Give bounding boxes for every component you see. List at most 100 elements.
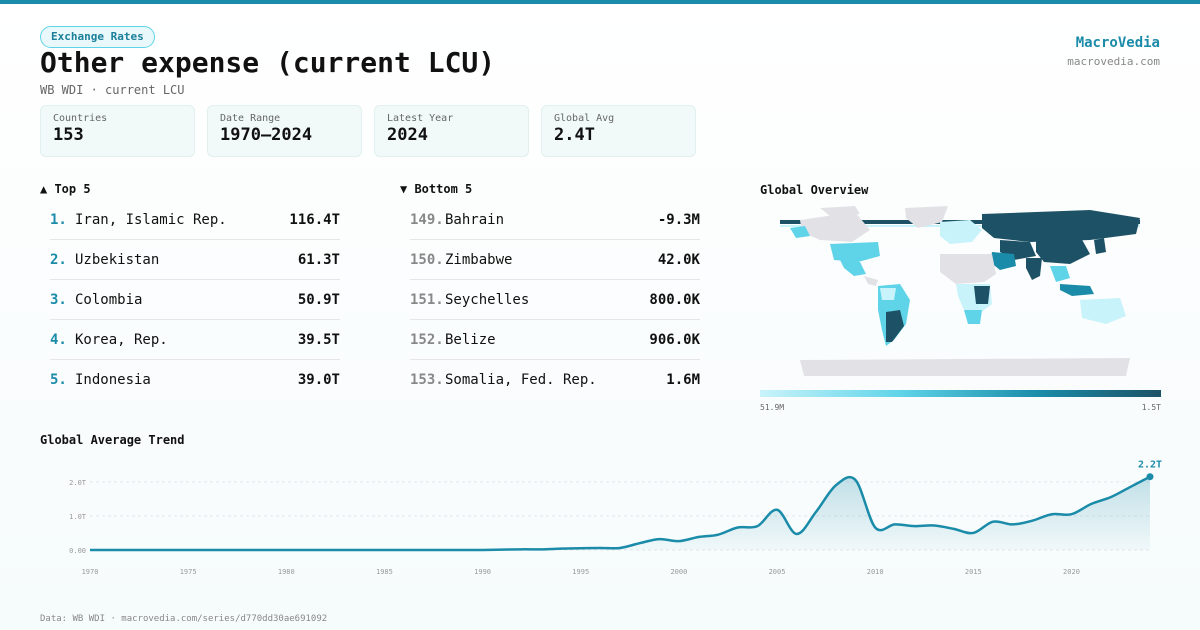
legend-min-label: 51.9M [760, 403, 785, 412]
map-region-antarctica[interactable] [800, 358, 1130, 376]
country-name: Seychelles [445, 292, 530, 308]
legend-max-label: 1.5T [1141, 403, 1161, 412]
footer-source: Data: WB WDI · macrovedia.com/series/d77… [40, 614, 328, 624]
map-region-colombia[interactable] [880, 288, 896, 300]
x-tick-label: 2000 [670, 568, 687, 576]
map-color-legend [760, 390, 1161, 397]
stat-value: 2024 [387, 125, 428, 145]
map-region-india[interactable] [1026, 258, 1042, 280]
country-value: 800.0K [649, 292, 700, 308]
map-region-east-africa[interactable] [974, 286, 990, 304]
map-region-central-america[interactable] [864, 276, 878, 286]
x-tick-label: 1980 [278, 568, 295, 576]
bottom5-heading: ▼ Bottom 5 [400, 182, 473, 196]
stat-card-global-avg: Global Avg 2.4T [541, 105, 696, 157]
rank-number: 4. [50, 332, 67, 348]
category-badge[interactable]: Exchange Rates [40, 26, 155, 48]
stat-value: 2.4T [554, 125, 595, 145]
stat-label: Countries [53, 113, 108, 124]
bottom5-row[interactable]: 150. Zimbabwe 42.0K [410, 240, 700, 280]
trend-endpoint-label: 2.2T [1138, 460, 1162, 471]
bottom5-row[interactable]: 153. Somalia, Fed. Rep. 1.6M [410, 360, 700, 400]
world-map[interactable] [760, 200, 1161, 380]
bottom5-row[interactable]: 149. Bahrain -9.3M [410, 200, 700, 240]
top5-row[interactable]: 2. Uzbekistan 61.3T [50, 240, 340, 280]
map-region-russia[interactable] [982, 210, 1140, 242]
page-subtitle: WB WDI · current LCU [40, 83, 185, 97]
rank-number: 152. [410, 332, 444, 348]
country-name: Korea, Rep. [75, 332, 168, 348]
country-name: Iran, Islamic Rep. [75, 212, 227, 228]
map-region-china[interactable] [1036, 236, 1090, 264]
rank-number: 149. [410, 212, 444, 228]
stat-label: Latest Year [387, 113, 454, 124]
stat-label: Global Avg [554, 113, 615, 124]
brand-logo[interactable]: MacroVedia [1075, 35, 1160, 51]
map-region-mexico[interactable] [840, 260, 866, 276]
country-value: 906.0K [649, 332, 700, 348]
country-name: Uzbekistan [75, 252, 160, 268]
map-heading: Global Overview [760, 183, 869, 197]
country-value: 39.0T [297, 372, 340, 388]
map-region-europe[interactable] [940, 220, 982, 244]
country-name: Zimbabwe [445, 252, 513, 268]
stat-value: 1970–2024 [220, 125, 313, 145]
rank-number: 2. [50, 252, 67, 268]
bottom5-row[interactable]: 152. Belize 906.0K [410, 320, 700, 360]
country-name: Colombia [75, 292, 143, 308]
trend-endpoint[interactable] [1146, 473, 1154, 481]
y-tick-label: 1.0T [69, 513, 87, 521]
country-value: 61.3T [297, 252, 340, 268]
map-region-usa[interactable] [830, 242, 880, 262]
top5-row[interactable]: 3. Colombia 50.9T [50, 280, 340, 320]
top5-row[interactable]: 1. Iran, Islamic Rep. 116.4T [50, 200, 340, 240]
map-region-greenland[interactable] [905, 206, 948, 228]
map-region-iran[interactable] [990, 252, 1016, 270]
trend-line [90, 475, 1151, 552]
map-region-south-africa[interactable] [964, 310, 982, 324]
top5-row[interactable]: 4. Korea, Rep. 39.5T [50, 320, 340, 360]
map-region-north[interactable] [820, 206, 860, 216]
top5-row[interactable]: 5. Indonesia 39.0T [50, 360, 340, 400]
map-region-argentina[interactable] [886, 310, 904, 342]
stat-card-date-range: Date Range 1970–2024 [207, 105, 362, 157]
country-value: 50.9T [297, 292, 340, 308]
map-region-indonesia[interactable] [1060, 284, 1094, 296]
x-tick-label: 2020 [1063, 568, 1080, 576]
x-tick-label: 1985 [376, 568, 393, 576]
country-name: Bahrain [445, 212, 505, 228]
country-value: 42.0K [657, 252, 700, 268]
trend-chart: 0.00 1.0T 2.0T 1970 1975 1980 1985 1990 1995 2000… [69, 460, 1162, 576]
map-region-alaska[interactable] [790, 226, 810, 238]
country-value: 116.4T [289, 212, 340, 228]
page-title: Other expense (current LCU) [40, 46, 496, 79]
brand-url[interactable]: macrovedia.com [1067, 55, 1160, 68]
x-tick-label: 2015 [965, 568, 982, 576]
bottom5-row[interactable]: 151. Seychelles 800.0K [410, 280, 700, 320]
rank-number: 3. [50, 292, 67, 308]
map-region-southeast-asia[interactable] [1050, 266, 1070, 282]
rank-number: 5. [50, 372, 67, 388]
x-tick-label: 1990 [474, 568, 491, 576]
country-name: Belize [445, 332, 496, 348]
rank-number: 151. [410, 292, 444, 308]
map-region-japan-korea[interactable] [1094, 238, 1106, 254]
map-region-australia[interactable] [1080, 298, 1126, 324]
rank-number: 150. [410, 252, 444, 268]
y-tick-label: 2.0T [69, 479, 87, 487]
x-tick-label: 1995 [572, 568, 589, 576]
map-region-canada[interactable] [800, 212, 870, 242]
map-region-north-africa[interactable] [940, 254, 996, 284]
country-name: Indonesia [75, 372, 151, 388]
stat-value: 153 [53, 125, 84, 145]
rank-number: 1. [50, 212, 67, 228]
x-tick-label: 1970 [82, 568, 99, 576]
stat-label: Date Range [220, 113, 281, 124]
country-value: -9.3M [657, 212, 700, 228]
stat-card-countries: Countries 153 [40, 105, 195, 157]
rank-number: 153. [410, 372, 444, 388]
country-value: 39.5T [297, 332, 340, 348]
x-tick-label: 1975 [180, 568, 197, 576]
x-tick-label: 2005 [769, 568, 786, 576]
trend-heading: Global Average Trend [40, 433, 185, 447]
